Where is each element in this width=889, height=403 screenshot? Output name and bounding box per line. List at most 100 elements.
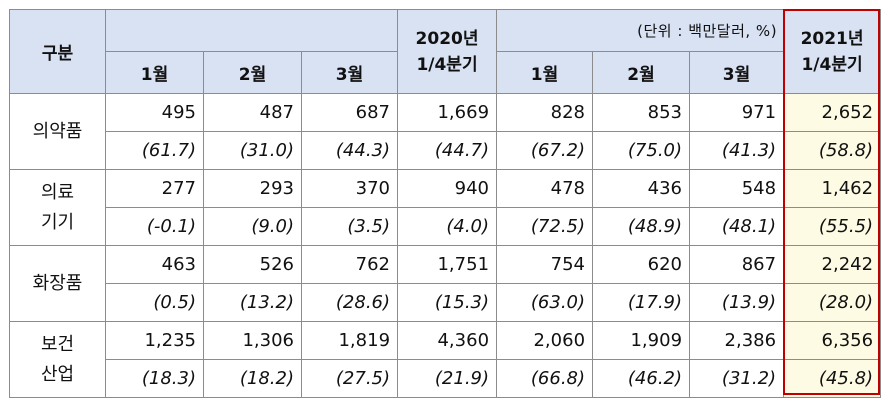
rate-cell: (13.9) [689,283,785,322]
value-cell: 2,386 [689,321,785,360]
rate-cell: (61.7) [105,131,204,170]
table-row: 화장품 463 526 762 1,751 754 620 867 2,242 [9,245,882,322]
value-cell: 754 [496,245,594,284]
row-category: 화장품 [9,245,106,322]
rate-cell: (4.0) [397,207,498,246]
rate-cell: (13.2) [203,283,302,322]
header-month: 3월 [300,51,399,94]
value-cell: 2,060 [496,321,594,360]
header-month: 1월 [496,51,594,94]
value-cell: 867 [689,245,785,284]
value-cell: 853 [592,93,691,132]
value-cell: 526 [203,245,302,284]
header-month: 3월 [689,51,785,94]
value-cell: 1,751 [397,245,498,284]
rate-cell: (31.2) [689,359,785,398]
rate-cell: (48.1) [689,207,785,246]
rate-cell-2021: (28.0) [783,283,882,322]
rate-cell: (28.6) [300,283,399,322]
value-cell: 828 [496,93,594,132]
rate-cell: (66.8) [496,359,594,398]
value-cell: 277 [105,169,204,208]
row-category: 의약품 [9,93,106,170]
rate-cell: (72.5) [496,207,594,246]
value-cell: 370 [300,169,399,208]
header-2020-year-label: 2020년 [415,28,479,49]
header-2020-quarter: 2020년 1/4분기 [397,9,498,94]
row-category-label: 기기 [40,211,75,233]
rate-cell: (44.3) [300,131,399,170]
table-row: 의료 기기 277 293 370 940 478 436 548 1,462 [9,169,882,246]
header-2020-span [104,9,399,52]
value-cell: 478 [496,169,594,208]
rate-cell: (15.3) [397,283,498,322]
value-cell: 971 [689,93,785,132]
header-row-months: 1월 2월 3월 1월 2월 3월 [10,51,881,94]
value-cell: 1,669 [397,93,498,132]
rate-cell: (-0.1) [105,207,204,246]
header-2021-quarter-label: 1/4분기 [801,54,863,75]
table-row: 보건 산업 1,235 1,306 1,819 4,360 2,060 1,90… [9,321,882,398]
rate-cell: (46.2) [592,359,691,398]
header-month: 2월 [592,51,691,94]
header-month: 2월 [203,51,302,94]
value-cell: 1,306 [203,321,302,360]
value-cell: 487 [203,93,302,132]
export-stats-table: 구분 2020년 1/4분기 (단위 : 백만달러, %) 2021년 1/4분… [9,9,882,398]
rate-cell: (18.3) [105,359,204,398]
row-category: 의료 기기 [9,169,106,246]
value-cell: 4,360 [397,321,498,360]
value-cell: 436 [592,169,691,208]
rate-cell: (0.5) [105,283,204,322]
rate-cell: (44.7) [397,131,498,170]
value-cell-2021: 2,242 [783,245,882,284]
value-cell: 762 [300,245,399,284]
value-cell-2021: 2,652 [783,93,882,132]
rate-cell: (67.2) [496,131,594,170]
header-2021-year-label: 2021년 [800,28,864,49]
value-cell: 620 [592,245,691,284]
unit-label: (단위 : 백만달러, %) [496,9,785,52]
header-category: 구분 [9,9,106,94]
value-cell: 293 [203,169,302,208]
value-cell: 1,819 [300,321,399,360]
header-month: 1월 [105,51,204,94]
rate-cell: (63.0) [496,283,594,322]
table-row-rates: (18.3) (18.2) (27.5) (21.9) (66.8) (46.2… [10,359,882,398]
rate-cell: (31.0) [203,131,302,170]
row-category-label: 보건 [40,333,75,355]
value-cell: 548 [689,169,785,208]
value-cell-2021: 6,356 [783,321,882,360]
table-row-rates: (0.5) (13.2) (28.6) (15.3) (63.0) (17.9)… [10,283,882,322]
rate-cell: (9.0) [203,207,302,246]
rate-cell-2021: (55.5) [783,207,882,246]
header-2021-quarter: 2021년 1/4분기 [783,9,882,94]
row-category-label: 의약품 [32,120,83,142]
rate-cell-2021: (45.8) [783,359,882,398]
rate-cell: (17.9) [592,283,691,322]
rate-cell: (27.5) [300,359,399,398]
value-cell: 463 [105,245,204,284]
value-cell: 940 [397,169,498,208]
value-cell: 687 [300,93,399,132]
rate-cell: (3.5) [300,207,399,246]
rate-cell: (75.0) [592,131,691,170]
value-cell: 495 [105,93,204,132]
row-category-label: 의료 [40,181,75,203]
value-cell: 1,909 [592,321,691,360]
row-category-label: 화장품 [32,272,83,294]
table-row-rates: (61.7) (31.0) (44.3) (44.7) (67.2) (75.0… [10,131,882,170]
row-category-label: 산업 [40,363,75,385]
rate-cell: (18.2) [203,359,302,398]
table-row: 의약품 495 487 687 1,669 828 853 971 2,652 [9,93,882,170]
rate-cell: (48.9) [592,207,691,246]
rate-cell-2021: (58.8) [783,131,882,170]
header-2020-quarter-label: 1/4분기 [416,54,478,75]
value-cell: 1,235 [105,321,204,360]
value-cell-2021: 1,462 [783,169,882,208]
rate-cell: (41.3) [689,131,785,170]
header-row-top: 구분 2020년 1/4분기 (단위 : 백만달러, %) 2021년 1/4분… [9,9,882,94]
table-row-rates: (-0.1) (9.0) (3.5) (4.0) (72.5) (48.9) (… [10,207,882,246]
rate-cell: (21.9) [397,359,498,398]
row-category: 보건 산업 [9,321,106,398]
